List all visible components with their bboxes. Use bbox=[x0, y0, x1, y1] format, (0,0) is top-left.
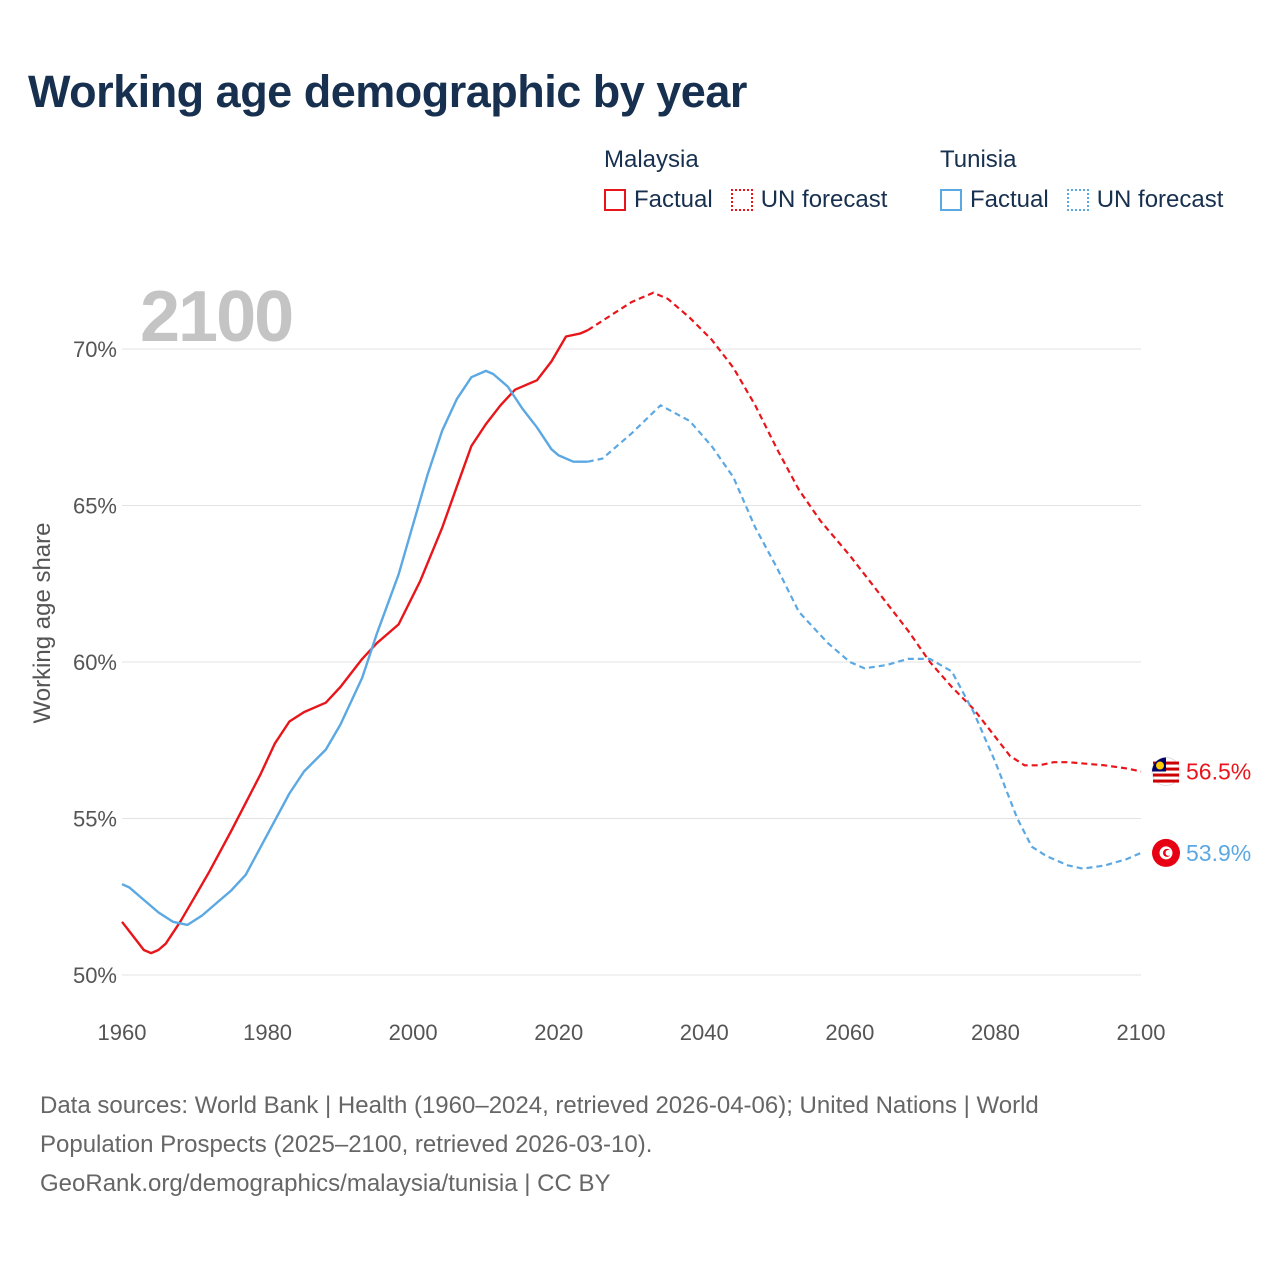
series-line-tunisia-factual bbox=[121, 369, 588, 927]
flag-crescent bbox=[1156, 761, 1164, 770]
flag-stripe bbox=[1153, 773, 1179, 777]
y-tick-label: 50% bbox=[73, 963, 117, 988]
legend-swatch-solid-icon bbox=[604, 189, 626, 211]
x-tick-label: 2000 bbox=[389, 1020, 438, 1045]
end-value-label-tunisia: 53.9% bbox=[1186, 840, 1251, 866]
x-tick-label: 2040 bbox=[680, 1020, 729, 1045]
legend-item-tunisia-factual[interactable]: Factual bbox=[940, 186, 1049, 214]
footer-link[interactable]: GeoRank.org/demographics/malaysia/tunisi… bbox=[40, 1170, 611, 1197]
x-tick-label: 2020 bbox=[534, 1020, 583, 1045]
x-tick-label: 2100 bbox=[1117, 1020, 1166, 1045]
legend-swatch-solid-icon bbox=[940, 189, 962, 211]
legend-label: Factual bbox=[970, 186, 1049, 213]
legend-swatch-dotted-icon bbox=[1066, 189, 1089, 211]
legend-swatch-dotted-icon bbox=[730, 189, 753, 211]
flag-stripe bbox=[1153, 779, 1179, 783]
x-tick-label: 2060 bbox=[825, 1020, 874, 1045]
series-line-tunisia-forecast bbox=[587, 403, 1142, 870]
x-tick-label: 1980 bbox=[243, 1020, 292, 1045]
y-tick-label: 70% bbox=[73, 337, 117, 362]
series-line-malaysia-factual bbox=[121, 329, 589, 955]
x-tick-label: 1960 bbox=[98, 1020, 147, 1045]
legend-item-malaysia-factual[interactable]: Factual bbox=[604, 186, 713, 214]
y-tick-label: 65% bbox=[73, 494, 117, 519]
legend-row-tunisia: Factual UN forecast bbox=[940, 186, 1241, 214]
legend-group-tunisia: Tunisia bbox=[940, 146, 1017, 173]
legend-item-tunisia-forecast[interactable]: UN forecast bbox=[1066, 186, 1224, 214]
chart-title: Working age demographic by year bbox=[28, 66, 747, 117]
legend-item-malaysia-forecast[interactable]: UN forecast bbox=[730, 186, 888, 214]
series-line-malaysia-forecast bbox=[587, 291, 1142, 773]
legend-label: UN forecast bbox=[1096, 186, 1224, 213]
footer-line: Data sources: World Bank | Health (1960–… bbox=[40, 1092, 1039, 1119]
flag-crescent-inner bbox=[1165, 849, 1172, 856]
legend-row-malaysia: Factual UN forecast bbox=[604, 186, 905, 214]
y-tick-label: 60% bbox=[73, 650, 117, 675]
y-tick-label: 55% bbox=[73, 807, 117, 832]
x-tick-label: 2080 bbox=[971, 1020, 1020, 1045]
legend-label: Factual bbox=[634, 186, 713, 213]
end-value-label-malaysia: 56.5% bbox=[1186, 759, 1251, 785]
year-display: 2100 bbox=[140, 277, 294, 357]
legend-label: UN forecast bbox=[760, 186, 888, 213]
footer-line: Population Prospects (2025–2100, retriev… bbox=[40, 1131, 653, 1158]
footer: Data sources: World Bank | Health (1960–… bbox=[40, 1086, 1240, 1203]
legend-group-malaysia: Malaysia bbox=[604, 146, 699, 173]
